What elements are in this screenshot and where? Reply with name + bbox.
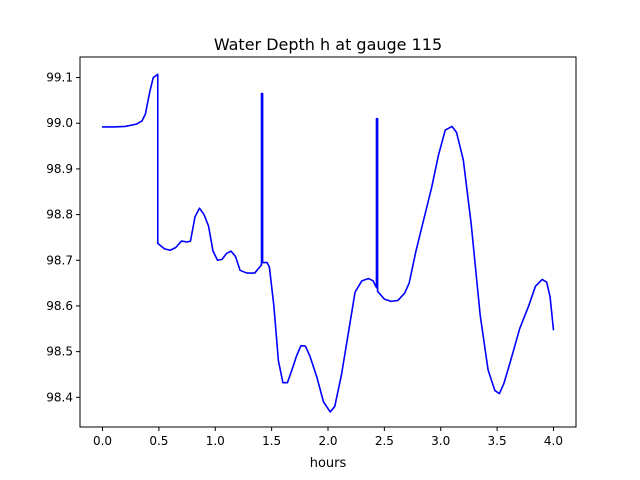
- y-tick-label: 98.9: [46, 162, 73, 176]
- y-tick-label: 98.5: [46, 345, 73, 359]
- x-tick-label: 3.5: [488, 434, 507, 448]
- series-line-0: [101, 73, 555, 413]
- y-tick-label: 98.7: [46, 253, 73, 267]
- x-tick-label: 2.0: [318, 434, 337, 448]
- x-tick-label: 1.5: [262, 434, 281, 448]
- x-tick-label: 0.5: [149, 434, 168, 448]
- x-tick-label: 2.5: [375, 434, 394, 448]
- y-tick-label: 99.0: [46, 116, 73, 130]
- y-axis: 98.4 98.5 98.6 98.7 98.8 98.9 99.0 99.1: [46, 71, 80, 404]
- x-tick-label: 0.0: [93, 434, 112, 448]
- plot-area: 0.0 0.5 1.0 1.5 2.0 2.5 3.0 3.5 4.0 98.4 98.5 98.6…: [46, 56, 577, 448]
- x-axis: 0.0 0.5 1.0 1.5 2.0 2.5 3.0 3.5 4.0: [93, 427, 563, 448]
- x-tick-label: 3.0: [431, 434, 450, 448]
- y-tick-label: 98.8: [46, 208, 73, 222]
- y-tick-label: 99.1: [46, 71, 73, 85]
- series-layer: [101, 73, 555, 413]
- y-tick-label: 98.4: [46, 390, 73, 404]
- x-axis-label: hours: [310, 456, 347, 471]
- y-tick-label: 98.6: [46, 299, 73, 313]
- chart-title: Water Depth h at gauge 115: [214, 35, 442, 54]
- x-tick-label: 4.0: [544, 434, 563, 448]
- x-tick-label: 1.0: [206, 434, 225, 448]
